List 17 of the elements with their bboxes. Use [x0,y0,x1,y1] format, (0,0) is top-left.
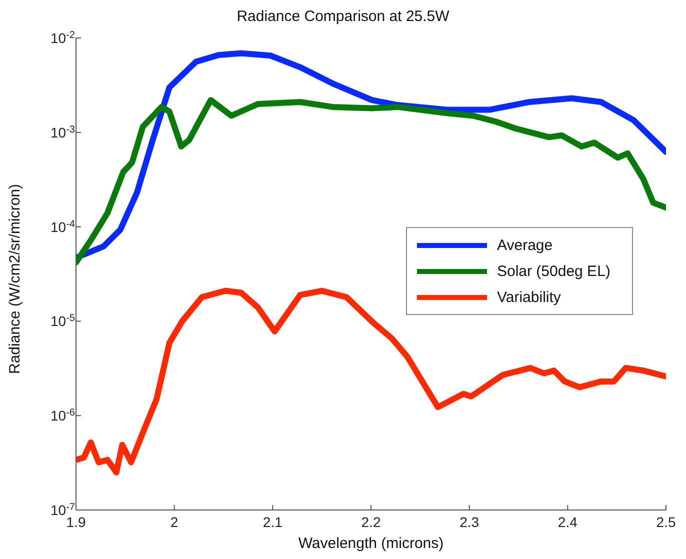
y-tick-label: 10$^{-4}$ [50,218,76,235]
x-tick-label: 2.5 [656,514,676,530]
x-tick-label: 2.2 [361,514,381,530]
legend-label: Average [497,236,553,254]
x-tick-label: 2.1 [262,514,283,530]
y-tick-label: 10$^{-5}$ [50,312,76,330]
x-tick-label: 2 [170,514,178,530]
x-tick-label: 2.3 [460,514,480,530]
legend-label: Variability [497,288,561,306]
y-tick-label: 10$^{-6}$ [50,407,76,424]
legend-label: Solar (50deg EL) [497,262,610,280]
y-tick-label: 10$^{-3}$ [50,124,76,140]
chart-title: Radiance Comparison at 25.5W [236,8,450,27]
y-axis-title: Radiance (W/cm2/sr/micron) [6,184,24,374]
x-tick-label: 2.4 [558,514,578,530]
x-axis-title: Wavelength (microns) [298,535,444,552]
y-tick-label: 10$^{-2}$ [50,30,76,46]
